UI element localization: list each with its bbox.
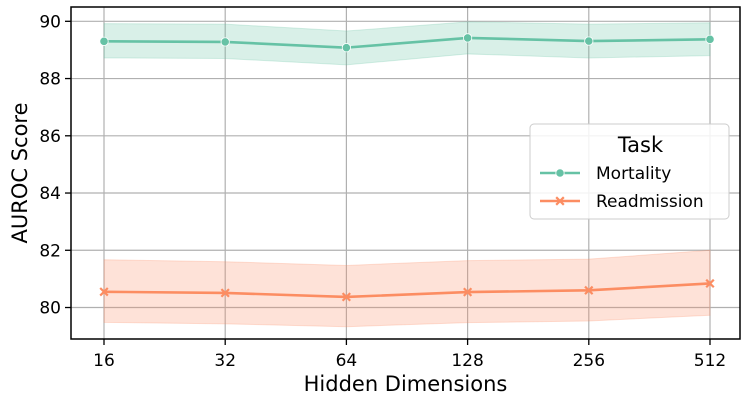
y-tick-label: 86 — [39, 127, 61, 147]
readmission-point — [463, 287, 473, 297]
x-tick-label: 16 — [93, 351, 115, 371]
series-lines — [103, 36, 711, 299]
readmission-point — [705, 278, 715, 289]
y-axis-ticks: 80 82 84 86 88 90 — [39, 12, 71, 319]
legend-mortality-label: Mortality — [596, 164, 671, 184]
x-tick-label: 64 — [336, 351, 358, 371]
x-axis-label: Hidden Dimensions — [304, 372, 508, 396]
y-tick-label: 80 — [39, 299, 61, 319]
mortality-point — [220, 37, 230, 47]
mortality-point — [705, 34, 715, 44]
readmission-point — [99, 287, 109, 297]
legend-box — [529, 123, 730, 220]
x-tick-label: 128 — [451, 351, 483, 371]
legend-readmission-label: Readmission — [596, 192, 704, 212]
mortality-line — [103, 36, 711, 49]
readmission-point — [584, 285, 594, 295]
y-tick-label: 88 — [39, 70, 61, 90]
legend-title: Task — [617, 133, 664, 157]
readmission-confidence-band — [103, 249, 711, 328]
mortality-point — [99, 36, 109, 46]
series-markers — [99, 33, 715, 302]
legend-mortality-marker — [555, 168, 565, 178]
legend: Task Mortality Readmission — [529, 123, 730, 220]
readmission-line — [103, 282, 711, 299]
mortality-point — [462, 33, 473, 43]
plot-frame — [70, 6, 741, 340]
x-axis-ticks: 16 32 64 128 256 512 — [93, 339, 726, 371]
y-axis-label: AUROC Score — [8, 102, 32, 243]
mortality-point — [341, 43, 351, 53]
x-tick-label: 256 — [573, 351, 605, 371]
readmission-point — [341, 292, 351, 302]
legend-items: Mortality Readmission — [540, 164, 704, 212]
readmission-point — [220, 288, 230, 298]
y-tick-label: 90 — [39, 12, 61, 32]
legend-readmission-marker — [555, 196, 565, 206]
x-tick-label: 32 — [214, 351, 236, 371]
y-tick-label: 84 — [39, 184, 61, 204]
x-tick-label: 512 — [694, 351, 726, 371]
mortality-point — [584, 36, 594, 46]
y-tick-label: 82 — [39, 241, 61, 261]
